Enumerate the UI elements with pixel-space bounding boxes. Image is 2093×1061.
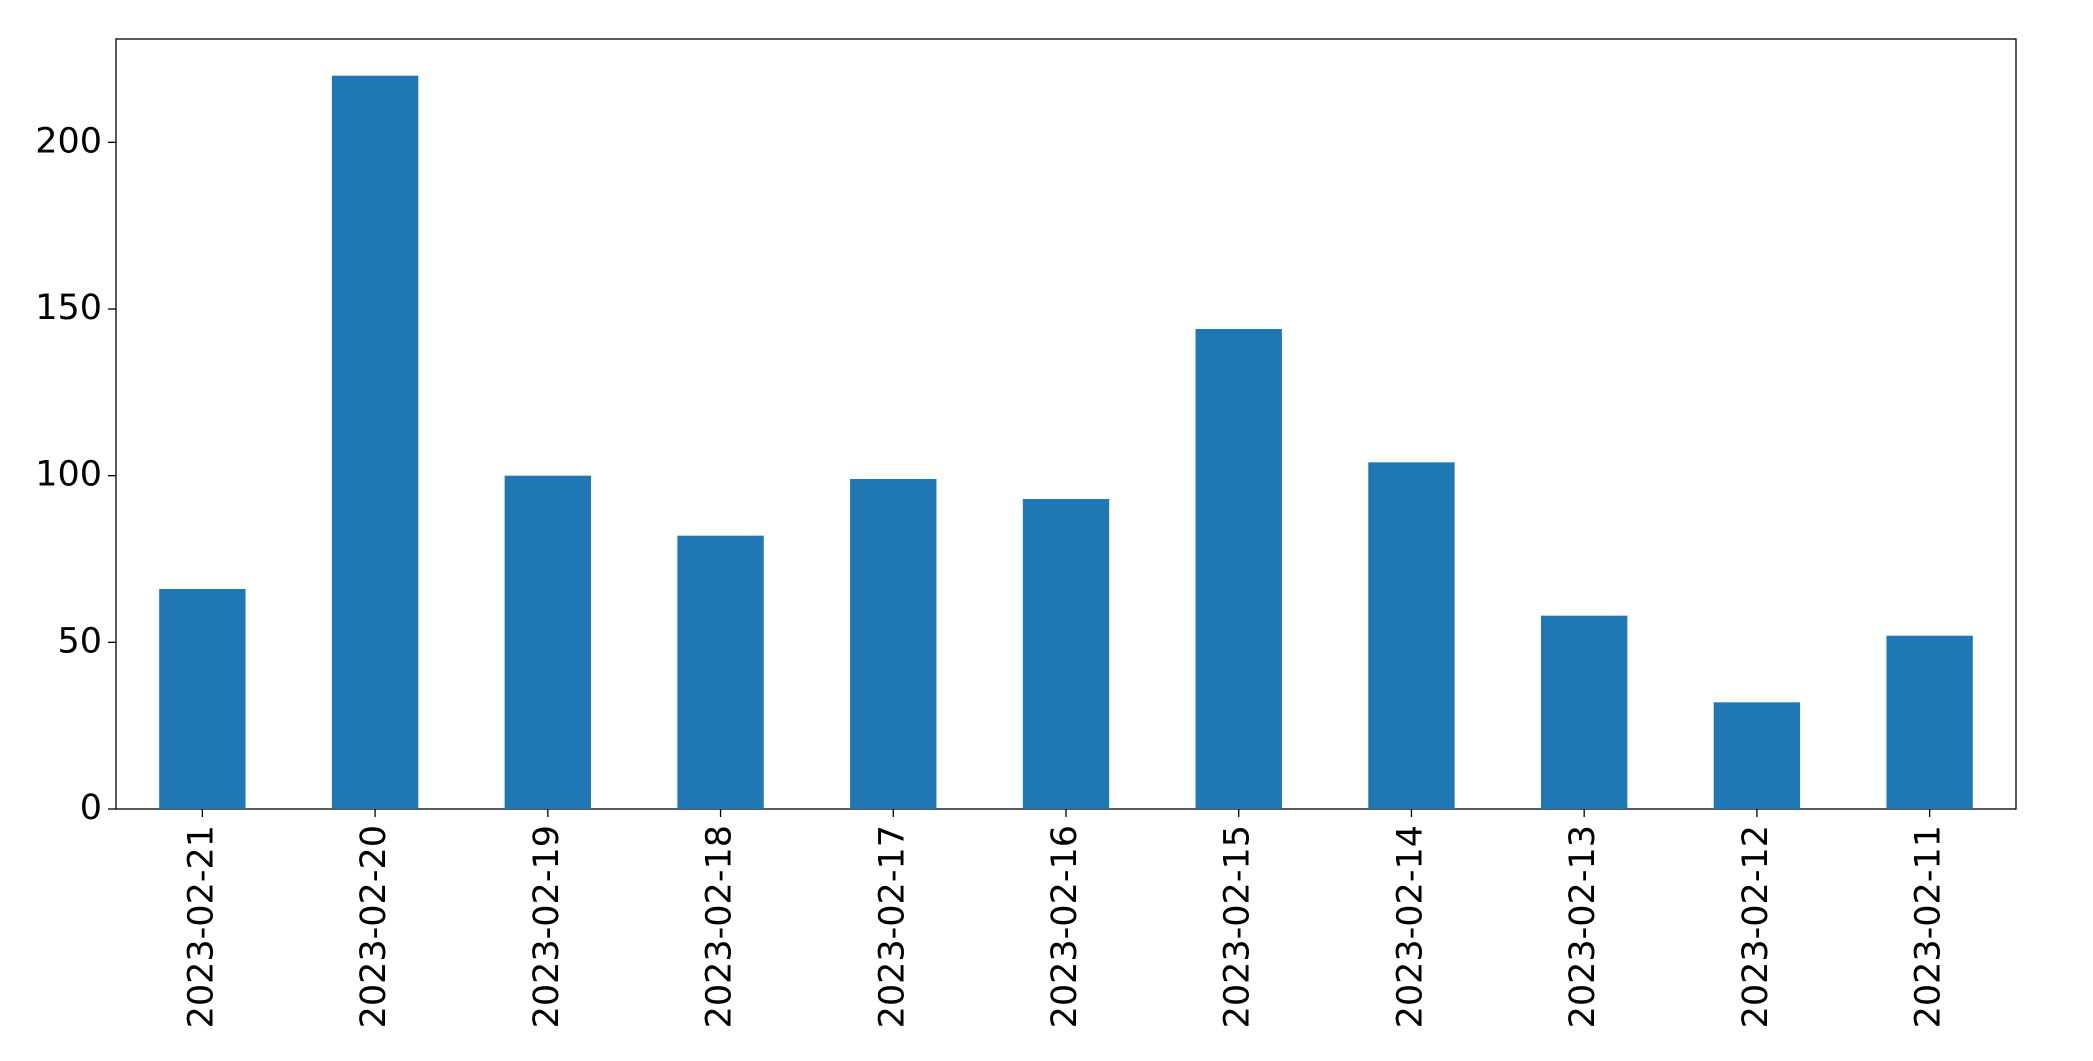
bar (159, 589, 246, 809)
y-tick-label: 150 (35, 288, 102, 328)
bar (1541, 615, 1628, 809)
bar (1022, 499, 1110, 809)
x-tick-label: 2023-02-21 (181, 825, 221, 1028)
y-tick-label: 50 (57, 621, 102, 661)
x-tick-label: 2023-02-18 (700, 825, 740, 1028)
x-tick-label: 2023-02-20 (354, 825, 394, 1028)
x-tick-label: 2023-02-13 (1563, 825, 1603, 1028)
x-tick-label: 2023-02-17 (872, 825, 912, 1028)
x-tick-label: 2023-02-14 (1390, 825, 1430, 1028)
y-tick-label: 200 (35, 121, 102, 161)
bar (1713, 702, 1801, 809)
bar (331, 75, 419, 809)
bar (1195, 329, 1282, 809)
bar (1368, 462, 1455, 809)
x-tick-label: 2023-02-11 (1909, 825, 1949, 1028)
x-tick-label: 2023-02-12 (1736, 825, 1776, 1028)
bar (1886, 635, 1973, 809)
bar (850, 479, 937, 809)
x-tick-label: 2023-02-15 (1218, 825, 1258, 1028)
y-tick-label: 100 (35, 455, 102, 495)
bar (677, 535, 764, 809)
x-tick-label: 2023-02-16 (1045, 825, 1085, 1028)
x-tick-label: 2023-02-19 (527, 825, 567, 1028)
y-tick-label: 0 (80, 788, 102, 828)
bar (504, 475, 591, 809)
